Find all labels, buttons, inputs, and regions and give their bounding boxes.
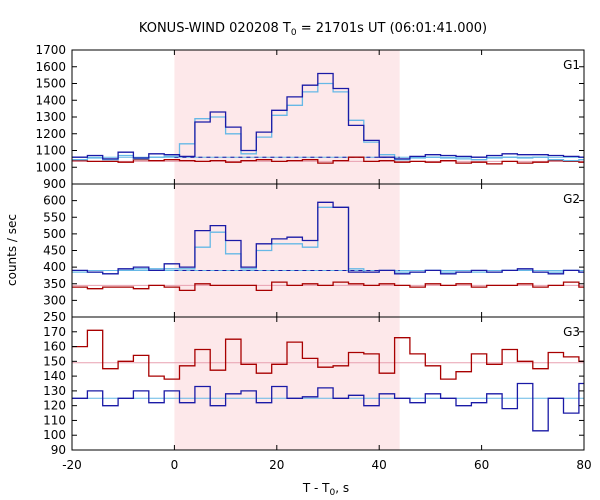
x-tick-label: 40: [372, 458, 387, 472]
highlight-band: [174, 184, 400, 317]
series-red-step: [72, 281, 584, 292]
x-tick-label: 60: [474, 458, 489, 472]
y-tick-label: 90: [51, 443, 66, 457]
y-tick-label: 1300: [35, 110, 66, 124]
y-tick-label: 550: [43, 210, 66, 224]
y-tick-label: 1000: [35, 160, 66, 174]
series-red-step: [72, 329, 584, 380]
y-tick-label: 350: [43, 277, 66, 291]
y-tick-label: 900: [43, 177, 66, 191]
title-text: KONUS-WIND 020208 T0 = 21701s UT (06:01:…: [139, 21, 487, 38]
highlight-band: [174, 50, 400, 184]
y-tick-label: 110: [43, 413, 66, 427]
y-tick-label: 150: [43, 354, 66, 368]
y-tick-label: 1100: [35, 144, 66, 158]
y-tick-label: 140: [43, 369, 66, 383]
series-blue-step: [72, 72, 584, 160]
x-tick-label: 80: [576, 458, 591, 472]
series-blue-step: [72, 382, 584, 432]
y-tick-label: 250: [43, 310, 66, 324]
y-tick-label: 170: [43, 325, 66, 339]
x-tick-label: 20: [269, 458, 284, 472]
panel-label: G3: [563, 325, 580, 339]
y-tick-label: 100: [43, 428, 66, 442]
panel-frame: [71, 316, 585, 451]
x-tick-label: -20: [62, 458, 82, 472]
y-tick-label: 1400: [35, 93, 66, 107]
panel-label: G1: [563, 58, 580, 72]
y-tick-label: 1200: [35, 127, 66, 141]
y-tick-label: 130: [43, 384, 66, 398]
x-axis-label: T - T0, s: [302, 481, 349, 498]
x-tick-label: 0: [171, 458, 179, 472]
y-tick-label: 120: [43, 399, 66, 413]
y-tick-label: 1600: [35, 60, 66, 74]
series-blue-step: [72, 201, 584, 275]
y-tick-label: 300: [43, 293, 66, 307]
highlight-band: [174, 317, 400, 450]
panel-g2: 250 300 350 400 450 500 550 600 G2: [43, 183, 585, 324]
x-axis-tick-labels: -20 0 20 40 60 80: [62, 458, 591, 472]
y-tick-label: 160: [43, 340, 66, 354]
series-red-step: [72, 156, 584, 165]
y-tick-label: 450: [43, 244, 66, 258]
panel-label: G2: [563, 192, 580, 206]
y-tick-label: 1700: [35, 43, 66, 57]
panel-g1: 900 1000 1100 1200 1300 1400 1500 1600 1700 G1: [35, 43, 585, 191]
y-tick-label: 600: [43, 194, 66, 208]
plot-title: KONUS-WIND 020208 T0 = 21701s UT (06:01:…: [139, 21, 487, 38]
y-axis-label: counts / sec: [5, 214, 19, 286]
y-tick-label: 1500: [35, 77, 66, 91]
panels: 90010001100120013001400150016001700G1250…: [35, 43, 591, 472]
y-tick-label: 400: [43, 260, 66, 274]
y-tick-label: 500: [43, 227, 66, 241]
